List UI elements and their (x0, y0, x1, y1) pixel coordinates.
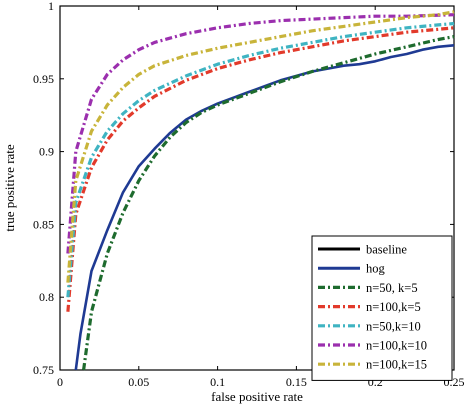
series-line-hog (74, 44, 455, 371)
legend-label: hog (366, 262, 386, 276)
legend-label: n=50,k=10 (366, 319, 421, 333)
x-tick-label: 0.1 (210, 375, 225, 389)
y-tick-label: 1 (48, 0, 54, 13)
x-tick-label: 0.15 (286, 375, 307, 389)
series-line-n-50-k-10 (66, 21, 455, 298)
y-tick-label: 0.85 (33, 217, 54, 231)
legend: baseline hog n=50, k=5 n=100,k=5 n=50,k=10 n=… (311, 235, 453, 381)
y-axis: 0.75 0.8 0.85 0.9 0.95 1 (33, 0, 454, 377)
legend-label: n=100,k=10 (366, 339, 427, 353)
legend-label: baseline (366, 243, 407, 257)
series-line-n-100-k-15 (66, 10, 455, 283)
legend-label: n=100,k=5 (366, 300, 421, 314)
legend-label: n=100,k=15 (366, 358, 427, 372)
legend-label: n=50, k=5 (366, 281, 418, 295)
series-line-n-100-k-10 (66, 13, 455, 254)
y-tick-label: 0.95 (33, 72, 54, 86)
y-tick-label: 0.9 (39, 145, 54, 159)
y-tick-label: 0.8 (39, 290, 54, 304)
y-axis-label: true positive rate (2, 144, 17, 232)
plot-frame (59, 5, 455, 371)
x-tick-label: 0.05 (128, 375, 149, 389)
series-line-n-50-k-5 (82, 35, 455, 371)
series-line-n-100-k-5 (66, 26, 455, 312)
series-lines (66, 10, 455, 371)
x-axis-label: false positive rate (211, 389, 303, 404)
y-tick-label: 0.75 (33, 363, 54, 377)
x-tick-label: 0 (57, 375, 63, 389)
plot-area-border (59, 5, 455, 371)
